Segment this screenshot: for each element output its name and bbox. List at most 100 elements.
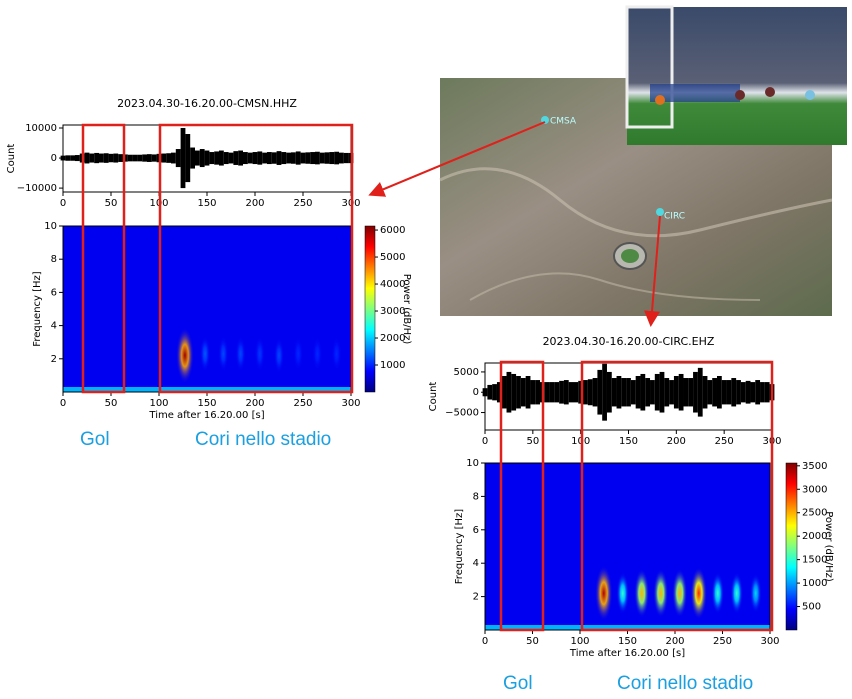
- waveform-envelope: [592, 378, 598, 407]
- waveform-envelope: [621, 378, 627, 407]
- spectral-peak: [730, 572, 743, 614]
- spectral-peak: [293, 336, 304, 371]
- stadium-photo: [625, 5, 847, 145]
- station-label: CMSA: [550, 117, 577, 127]
- spectral-peak: [634, 568, 650, 618]
- spectral-peak: [254, 336, 265, 372]
- waveform-envelope: [760, 382, 765, 403]
- waveform-envelope: [602, 363, 607, 421]
- waveform-envelope: [578, 380, 584, 404]
- spectral-peak: [594, 565, 613, 622]
- waveform-envelope: [712, 378, 717, 407]
- x-tick-label: 100: [571, 436, 590, 447]
- colorbar-tick-label: 3000: [802, 484, 827, 495]
- waveform-envelope: [113, 153, 119, 163]
- waveform-envelope: [525, 375, 531, 409]
- waveform-envelope: [731, 378, 737, 407]
- waveform-envelope: [132, 154, 138, 162]
- waveform-envelope: [339, 152, 344, 164]
- y-axis-label: Frequency [Hz]: [454, 509, 465, 585]
- colorbar-tick-label: 1000: [380, 360, 405, 371]
- waveform-envelope: [291, 152, 296, 164]
- colorbar-tick-label: 2000: [380, 333, 405, 344]
- waveform-envelope: [75, 155, 80, 162]
- waveform-envelope: [755, 380, 761, 405]
- x-tick-label: 100: [149, 398, 168, 409]
- waveform-envelope: [530, 380, 536, 405]
- waveform-envelope: [669, 380, 674, 405]
- waveform-envelope: [654, 373, 660, 411]
- waveform-envelope: [190, 147, 195, 169]
- x-tick-label: 250: [293, 198, 312, 209]
- spectral-peak: [616, 572, 629, 614]
- colorbar-tick-label: 3000: [380, 306, 405, 317]
- waveform-envelope: [650, 380, 655, 405]
- waveform-envelope: [243, 152, 248, 165]
- waveform-envelope: [94, 152, 99, 164]
- x-tick-label: 250: [713, 636, 732, 647]
- waveform-envelope: [257, 151, 263, 165]
- waveform-envelope: [616, 375, 622, 409]
- y-tick-label: 5000: [454, 367, 479, 378]
- x-tick-label: 150: [197, 398, 216, 409]
- waveform-envelope: [305, 152, 311, 164]
- waveform-envelope: [726, 380, 732, 405]
- waveform-envelope: [716, 375, 722, 409]
- spectral-peak: [331, 336, 342, 371]
- waveform-envelope: [137, 154, 143, 162]
- waveform-envelope: [487, 384, 493, 400]
- waveform-envelope: [118, 154, 123, 162]
- spectral-peak: [274, 337, 284, 374]
- y-tick-label: 6: [51, 287, 57, 298]
- y-tick-label: 4: [51, 321, 57, 332]
- waveform-envelope: [267, 152, 272, 165]
- x-axis-label: Time after 16.20.00 [s]: [569, 648, 685, 659]
- waveform-envelope: [233, 151, 239, 165]
- waveform-envelope: [247, 152, 253, 164]
- waveform-envelope: [343, 152, 349, 164]
- waveform-envelope: [271, 152, 277, 164]
- waveform-envelope: [606, 371, 612, 413]
- waveform-envelope: [238, 150, 243, 166]
- waveform-envelope: [334, 151, 339, 165]
- spectral-peak: [176, 327, 194, 384]
- annotation: Gol: [503, 673, 533, 694]
- colorbar-tick-label: 500: [802, 602, 821, 613]
- waveform-envelope: [645, 378, 651, 407]
- waveform-envelope: [127, 154, 133, 162]
- waveform-envelope: [626, 378, 631, 407]
- waveform-envelope: [740, 382, 746, 403]
- waveform-envelope: [223, 152, 229, 165]
- low-frequency-band: [485, 625, 770, 630]
- colorbar-tick-label: 6000: [380, 225, 405, 236]
- x-tick-label: 0: [482, 436, 488, 447]
- x-tick-label: 300: [760, 636, 779, 647]
- colorbar-tick-label: 1000: [802, 578, 827, 589]
- x-tick-label: 250: [293, 398, 312, 409]
- waveform-envelope: [673, 375, 679, 409]
- x-tick-label: 50: [526, 436, 539, 447]
- waveform-envelope: [89, 153, 95, 163]
- colorbar-tick-label: 1500: [802, 555, 827, 566]
- waveform-envelope: [554, 382, 560, 403]
- y-tick-label: 10: [466, 458, 479, 469]
- waveform-envelope: [750, 382, 756, 403]
- y-tick-label: 6: [473, 525, 479, 536]
- waveform-envelope: [180, 128, 186, 189]
- waveform-envelope: [736, 380, 741, 405]
- waveform-envelope: [549, 382, 555, 403]
- x-tick-label: 200: [245, 398, 264, 409]
- waveform-envelope: [84, 152, 90, 164]
- colorbar-tick-label: 2000: [802, 531, 827, 542]
- waveform-envelope: [142, 154, 147, 162]
- waveform-envelope: [635, 375, 641, 409]
- low-frequency-band: [63, 387, 351, 392]
- waveform-envelope: [209, 152, 215, 165]
- waveform-envelope: [683, 378, 689, 407]
- x-tick-label: 0: [60, 398, 66, 409]
- x-tick-label: 150: [619, 436, 638, 447]
- waveform-envelope: [123, 154, 128, 162]
- waveform-envelope: [745, 380, 751, 404]
- colorbar-tick-label: 3500: [802, 461, 827, 472]
